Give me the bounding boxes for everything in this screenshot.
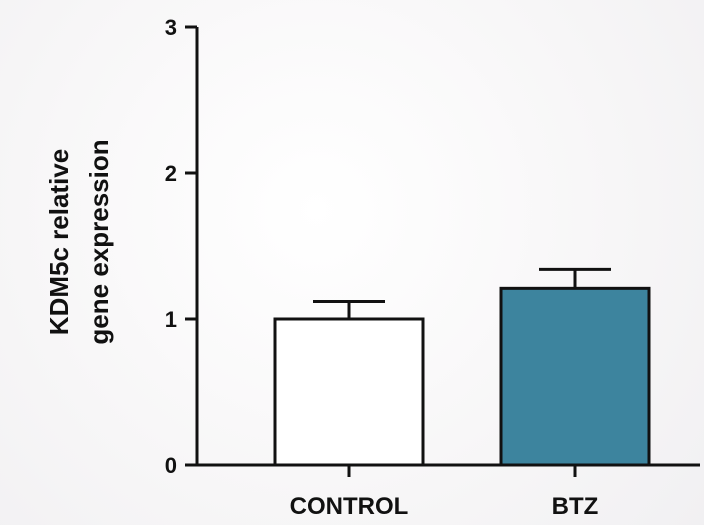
x-tick-labels: CONTROL BTZ [290, 493, 599, 520]
x-tick-label-btz: BTZ [552, 493, 599, 520]
y-axis-label-line-1: KDM5c relative [44, 149, 74, 335]
x-axis [195, 463, 700, 477]
y-tick-label-3: 3 [165, 15, 177, 40]
y-tick-label-2: 2 [165, 161, 177, 186]
bar-btz [499, 286, 651, 467]
error-bars [313, 267, 611, 319]
y-axis-label-line-2: gene expression [84, 139, 114, 344]
y-tick-label-1: 1 [165, 307, 177, 332]
y-axis: 0 1 2 3 [165, 15, 199, 478]
x-tick-label-control: CONTROL [290, 493, 409, 520]
y-axis-label: KDM5c relative gene expression [44, 139, 114, 344]
bars [273, 286, 651, 467]
bar-control [273, 317, 425, 467]
y-tick-label-0: 0 [165, 453, 177, 478]
